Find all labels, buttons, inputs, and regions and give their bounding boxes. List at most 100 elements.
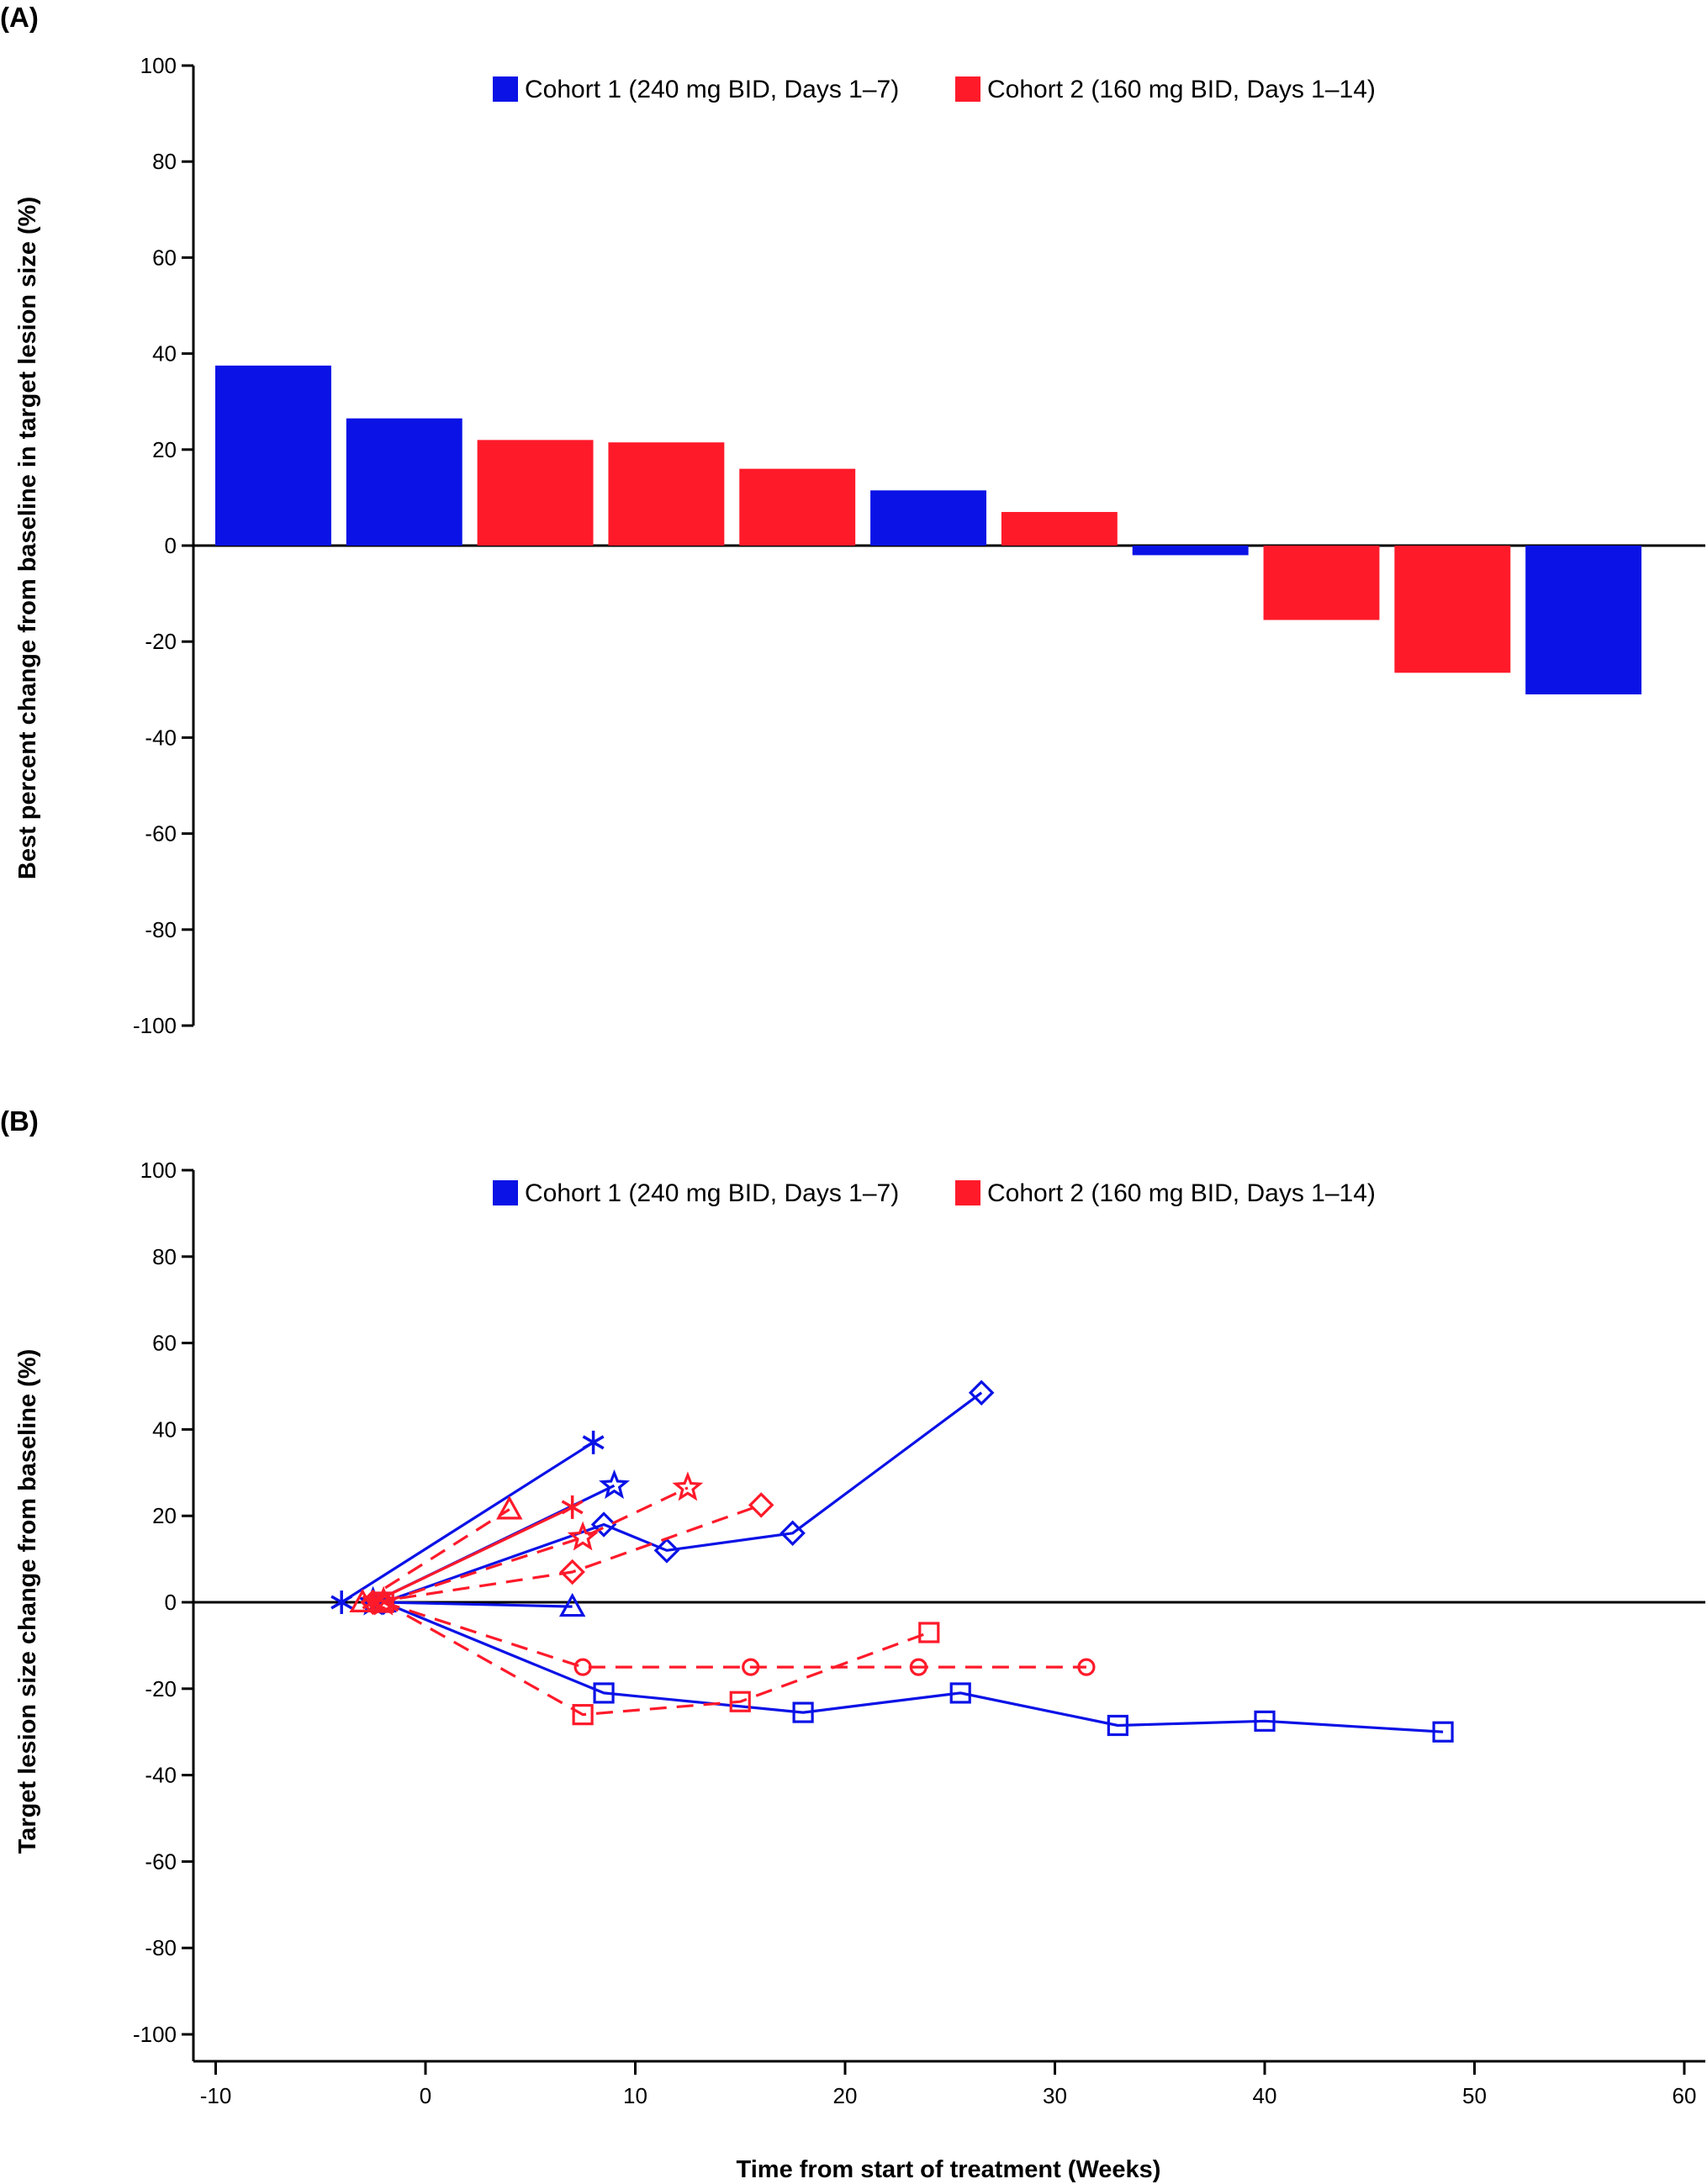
panel-a-bars [215,365,1642,695]
series-9-point-2 [559,1559,585,1585]
series-9-cohort-2-diamond [360,1492,774,1616]
series-6-point-2 [561,1495,584,1519]
panel-a-y-tick-label: -20 [145,629,177,654]
panel-b-y-tick-label: 40 [152,1416,177,1442]
panel-b-y-tick-label: 80 [152,1244,177,1269]
series-7-point-2 [567,1521,599,1551]
panel-a: (A) Best percent change from baseline in… [0,2,1705,1038]
series-8-cohort-2-triangle [349,1496,523,1613]
panel-b-y-tick-label: 100 [140,1158,177,1183]
panel-a-y-tick-label: -80 [145,917,177,942]
panel-b-y-tick-label: -60 [145,1849,177,1874]
panel-b-legend-label-2: Cohort 2 (160 mg BID, Days 1–14) [987,1179,1376,1207]
series-11-point-1 [373,1591,394,1613]
panel-a-legend: Cohort 1 (240 mg BID, Days 1–7) Cohort 2 … [493,76,1376,103]
panel-b-y-tick-label: -100 [133,2022,177,2047]
series-10-point-4 [909,1658,927,1676]
panel-b-legend-label-1: Cohort 1 (240 mg BID, Days 1–7) [525,1179,899,1207]
series-3-point-5 [968,1380,995,1406]
series-8-line [362,1508,510,1604]
panel-a-legend-label-2: Cohort 2 (160 mg BID, Days 1–14) [987,76,1376,103]
panel-a-legend-label-1: Cohort 1 (240 mg BID, Days 1–7) [525,76,899,103]
series-11-cohort-2-square [373,1591,940,1726]
bar-9 [1263,546,1380,620]
panel-a-y-tick-label: 80 [152,149,177,174]
series-10-point-5 [1077,1658,1096,1676]
panel-a-label: (A) [0,2,39,33]
panel-b-y-tick-label: 60 [152,1331,177,1356]
series-5-point-2 [593,1682,615,1704]
bar-2 [346,418,462,546]
panel-b-x-tick-label: 0 [420,2083,431,2108]
series-10-point-2 [573,1658,592,1676]
series-5-point-6 [1254,1710,1276,1732]
series-1-line [341,1441,595,1604]
panel-a-y-tick-label: 20 [152,437,177,462]
series-2-point-2 [599,1469,631,1499]
bar-4 [608,442,725,546]
panel-b-x-tick-label: 60 [1673,2083,1697,2108]
series-10-cohort-2-circle [374,1593,1096,1676]
panel-a-y-tick-label: -60 [145,821,177,847]
series-5-point-5 [1107,1714,1128,1737]
series-3-cohort-1-diamond [370,1380,995,1616]
series-3-point-2 [590,1511,617,1538]
bar-1 [215,365,331,546]
series-7-point-3 [672,1471,704,1501]
bar-10 [1394,546,1511,673]
series-11-point-4 [918,1622,940,1643]
series-8-point-1 [349,1588,376,1613]
panel-a-y-tick-label: 40 [152,341,177,367]
panel-a-y-tick-label: 100 [140,53,177,78]
bar-3 [477,440,594,546]
series-4-point-2 [558,1592,586,1617]
series-9-line [373,1503,762,1604]
panel-b-x-tick-label: 20 [833,2083,858,2108]
series-10-line [383,1601,1086,1669]
panel-a-y-tick-label: 60 [152,245,177,270]
panel-a-legend-swatch-2 [955,76,980,102]
bar-8 [1132,546,1249,556]
series-10-point-1 [374,1593,393,1612]
series-11-point-2 [572,1704,594,1726]
series-1-cohort-1-asterisk [330,1430,605,1614]
panel-a-legend-swatch-1 [493,76,518,102]
series-4-line [383,1601,573,1608]
panel-b-legend-swatch-1 [493,1180,518,1205]
panel-b-legend-swatch-2 [955,1180,980,1205]
bar-6 [870,490,986,546]
bar-5 [739,468,856,546]
panel-b-x-tick-label: 40 [1253,2083,1277,2108]
series-5-cohort-1-square [373,1591,1454,1743]
series-9-point-1 [360,1589,386,1616]
panel-b-y-tick-label: -40 [145,1763,177,1788]
bar-11 [1525,546,1642,695]
series-10-point-3 [742,1658,760,1676]
series-1-point-1 [330,1591,353,1614]
series-6-cohort-2-asterisk [362,1495,584,1614]
series-3-point-3 [653,1538,680,1564]
bar-7 [1001,512,1118,546]
panel-a-y-tick-label: -40 [145,725,177,750]
panel-b-y-axis-label: Target lesion size change from baseline … [14,1349,41,1854]
series-2-cohort-1-star [357,1469,631,1616]
panel-b-series [330,1380,1454,1743]
panel-b-x-tick-label: 30 [1043,2083,1067,2108]
panel-b-label: (B) [0,1105,39,1137]
series-5-point-7 [1432,1721,1454,1743]
panel-b-y-tick-label: -20 [145,1676,177,1701]
series-11-line [383,1601,930,1717]
series-1-point-2 [582,1430,605,1454]
series-3-line [383,1391,983,1604]
panel-b-legend: Cohort 1 (240 mg BID, Days 1–7) Cohort 2 … [493,1179,1376,1207]
series-3-point-4 [780,1520,806,1547]
panel-b-y-tick-label: 20 [152,1503,177,1528]
series-8-point-2 [496,1496,523,1520]
series-11-point-3 [729,1691,751,1712]
series-5-line [383,1601,1444,1733]
panel-a-y-axis-label: Best percent change from baseline in tar… [14,197,41,879]
series-6-line [372,1506,573,1604]
panel-b-x-tick-label: 50 [1462,2083,1487,2108]
